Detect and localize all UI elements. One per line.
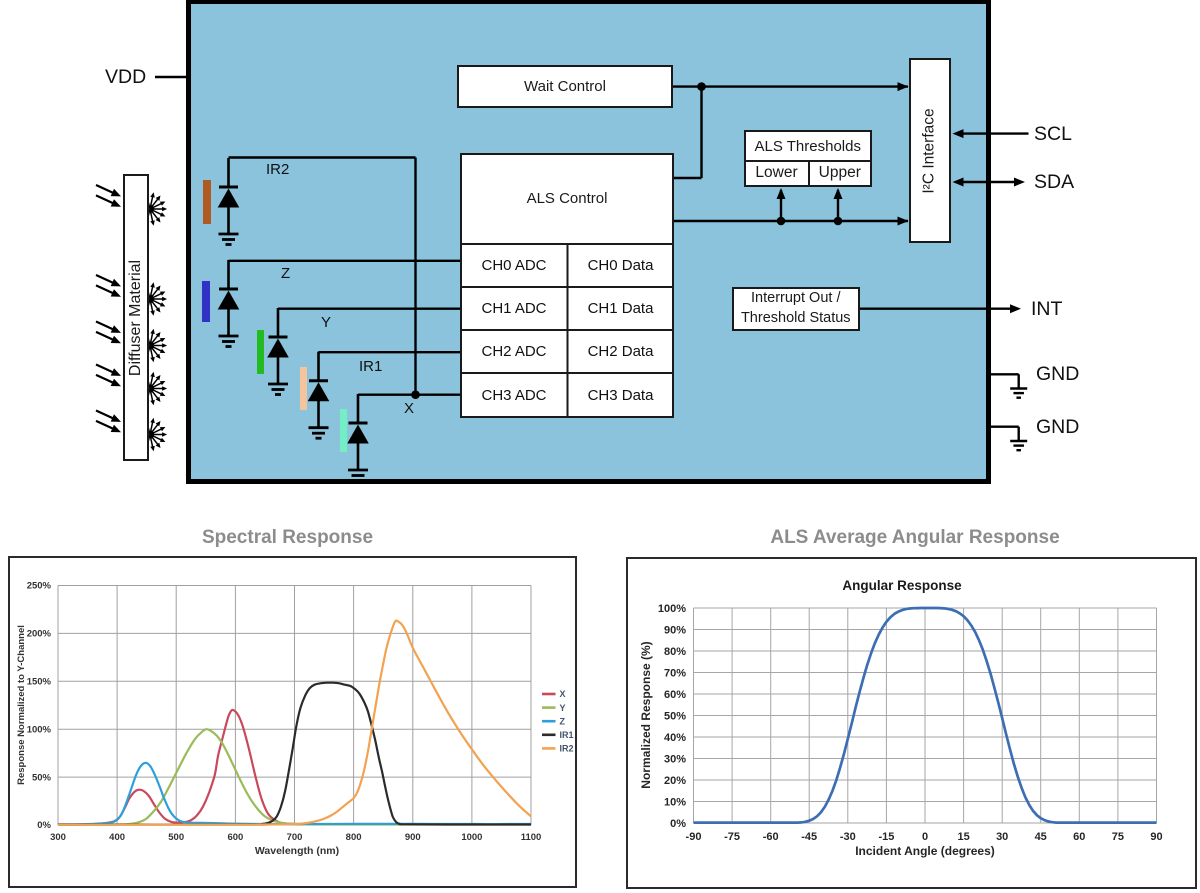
svg-text:700: 700 <box>287 832 303 843</box>
svg-text:-75: -75 <box>724 831 740 843</box>
svg-text:200%: 200% <box>27 629 52 640</box>
svg-text:60: 60 <box>1073 831 1085 843</box>
svg-text:45: 45 <box>1035 831 1047 843</box>
svg-text:Response Normalized to Y-Chann: Response Normalized to Y-Channel <box>16 625 27 785</box>
svg-text:100%: 100% <box>27 724 52 735</box>
svg-text:Incident Angle (degrees): Incident Angle (degrees) <box>855 844 995 858</box>
svg-text:-60: -60 <box>763 831 779 843</box>
svg-text:10%: 10% <box>664 797 686 809</box>
svg-text:30: 30 <box>996 831 1008 843</box>
svg-text:X: X <box>560 689 566 699</box>
svg-text:800: 800 <box>346 832 362 843</box>
svg-text:15: 15 <box>957 831 969 843</box>
svg-text:Z: Z <box>560 716 566 726</box>
svg-text:Wavelength (nm): Wavelength (nm) <box>255 845 339 857</box>
svg-text:400: 400 <box>109 832 125 843</box>
svg-text:0%: 0% <box>37 820 51 831</box>
svg-text:900: 900 <box>405 832 421 843</box>
svg-text:150%: 150% <box>27 677 52 688</box>
svg-text:1000: 1000 <box>461 832 482 843</box>
svg-text:IR2: IR2 <box>560 744 574 754</box>
svg-text:75: 75 <box>1112 831 1124 843</box>
svg-text:90: 90 <box>1150 831 1162 843</box>
svg-text:-45: -45 <box>801 831 817 843</box>
svg-text:Angular Response: Angular Response <box>842 578 962 593</box>
svg-text:50%: 50% <box>32 772 52 783</box>
svg-text:300: 300 <box>50 832 66 843</box>
svg-text:70%: 70% <box>664 668 686 680</box>
svg-text:Normalized Response (%): Normalized Response (%) <box>639 641 653 788</box>
svg-text:30%: 30% <box>664 754 686 766</box>
svg-text:500: 500 <box>168 832 184 843</box>
svg-text:40%: 40% <box>664 732 686 744</box>
svg-text:Y: Y <box>560 703 566 713</box>
svg-text:-15: -15 <box>878 831 894 843</box>
svg-text:0: 0 <box>922 831 928 843</box>
svg-text:250%: 250% <box>27 581 52 592</box>
svg-text:60%: 60% <box>664 689 686 701</box>
svg-text:-30: -30 <box>840 831 856 843</box>
svg-text:50%: 50% <box>664 711 686 723</box>
svg-text:600: 600 <box>227 832 243 843</box>
svg-text:80%: 80% <box>664 646 686 658</box>
svg-text:90%: 90% <box>664 625 686 637</box>
svg-text:-90: -90 <box>686 831 702 843</box>
svg-text:100%: 100% <box>658 603 686 615</box>
svg-text:0%: 0% <box>670 818 686 830</box>
svg-text:20%: 20% <box>664 775 686 787</box>
svg-text:IR1: IR1 <box>560 730 574 740</box>
svg-text:1100: 1100 <box>521 832 542 843</box>
